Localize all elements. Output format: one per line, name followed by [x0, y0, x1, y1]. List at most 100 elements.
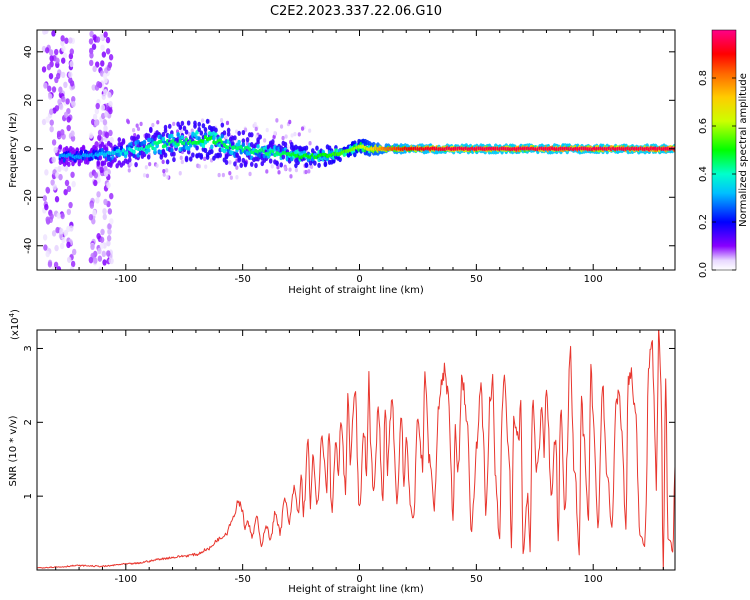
spectrogram-noise-blob	[41, 118, 47, 126]
spectrogram-noise-blob	[88, 38, 94, 45]
spectrogram-noise-blob	[45, 216, 50, 223]
spectrogram-noise-blob	[99, 166, 104, 174]
spectrogram-speckle	[290, 133, 294, 138]
spectrogram-noise-blob	[49, 213, 54, 220]
spectrogram-noise-blob	[107, 91, 112, 99]
spectrogram-ridge-halo	[163, 128, 168, 134]
spectrogram-panel: -100 -50 0 50 100 -40 -20 0 20 40 Height of strai…	[8, 29, 676, 296]
spectrogram-ridge-halo	[338, 156, 342, 163]
spectrogram-noise-blob	[53, 146, 58, 154]
spectrogram-ridge-halo	[226, 131, 231, 137]
spectrogram-ridge-halo	[180, 120, 185, 126]
spectrogram-ridge-halo	[205, 154, 210, 160]
spectrogram-ridge-halo	[226, 127, 231, 133]
spectrogram-noise-blob	[56, 266, 62, 270]
snr-frame	[36, 329, 676, 571]
spectrogram-noise-blob	[60, 39, 65, 47]
spectrogram-speckle	[284, 134, 288, 139]
spectrogram-ridge-halo	[102, 160, 107, 166]
spectrogram-ridge-halo	[146, 154, 151, 160]
spectrogram-noise-blob	[49, 125, 54, 133]
spectrogram-speckle	[217, 172, 221, 178]
spectrogram-ridge-halo	[170, 130, 174, 136]
spectrogram-noise-blob	[103, 31, 108, 38]
spectrogram-ridge-halo	[182, 125, 187, 131]
spectrogram-noise-blob	[54, 244, 59, 252]
spectrogram-ridge-halo	[304, 145, 309, 151]
snr-y-tick-label: 2	[23, 419, 34, 425]
spectrogram-ridge-halo	[268, 158, 273, 164]
spectrogram-noise-blob	[89, 202, 95, 209]
spectrogram-ridge-halo	[271, 139, 275, 145]
spectrogram-noise-blob	[56, 212, 61, 219]
spectrogram-ridge-halo	[191, 152, 195, 158]
spectrogram-ridge-mid	[170, 147, 174, 153]
spectrogram-speckle	[253, 121, 257, 127]
spectrogram-noise-blob	[45, 116, 50, 123]
spectrogram-speckle	[162, 168, 166, 174]
spectrogram-ridge-halo	[161, 131, 166, 138]
spectrogram-noise-blob	[95, 197, 100, 204]
spectrogram-noise-blob	[92, 34, 97, 41]
svg-text:(x104): (x104)	[8, 309, 21, 340]
spectrogram-speckle	[265, 127, 269, 133]
spectrogram-noise-blob	[106, 235, 112, 242]
snr-y-tick-label: 1	[23, 493, 34, 499]
spectrogram-noise-blob	[95, 61, 100, 68]
spectrogram-noise-blob	[93, 179, 98, 187]
spectrogram-ridge-mid	[241, 142, 246, 147]
spectrogram-noise-blob	[96, 177, 101, 184]
spectrogram-noise-blob	[63, 81, 68, 89]
spectrogram-noise-blob	[105, 36, 111, 44]
spectrogram-noise-blob	[70, 171, 75, 178]
spectrogram-speckle	[300, 126, 305, 131]
spectrogram-speckle	[180, 159, 184, 165]
spectrogram-speckle	[125, 118, 130, 124]
spectrogram-noise-blob	[58, 173, 63, 181]
spectrogram-speckle	[203, 156, 207, 162]
spectrogram-ridge-halo	[172, 156, 176, 163]
spectrogram-ridge-halo	[275, 160, 279, 166]
spectrogram-noise-blob	[45, 250, 50, 258]
spectrogram-x-tick-label: 0	[356, 274, 362, 285]
spectrogram-noise-blob	[104, 131, 110, 139]
spectrogram-noise-blob	[63, 111, 69, 118]
spectrogram-ridge-mid	[180, 134, 185, 140]
spectrogram-speckle	[235, 165, 239, 170]
spectrogram-noise-blob	[61, 57, 66, 64]
spectrogram-noise-blob	[61, 96, 66, 103]
spectrogram-noise-blob	[43, 244, 48, 251]
spectrogram-noise-blob	[89, 30, 94, 38]
spectrogram-noise-blob	[49, 55, 54, 62]
spectrogram-speckle	[281, 135, 285, 141]
spectrogram-noise-blob	[47, 93, 53, 100]
spectrogram-noise-blob	[66, 225, 71, 233]
spectrogram-noise-blob	[48, 72, 54, 80]
spectrogram-speckle	[200, 118, 205, 123]
spectrogram-noise-blob	[89, 52, 94, 59]
spectrogram-noise-blob	[44, 169, 49, 176]
spectrogram-noise-blob	[106, 250, 111, 257]
spectrogram-noise-blob	[101, 250, 106, 258]
spectrogram-speckle	[162, 172, 166, 177]
spectrogram-ridge-halo	[258, 134, 262, 140]
spectrogram-noise-blob	[62, 52, 68, 59]
spectrogram-x-tick-label: 50	[470, 274, 483, 285]
spectrogram-noise-blob	[92, 65, 97, 73]
spectrogram-speckle	[179, 129, 184, 134]
spectrogram-noise-blob	[70, 135, 76, 142]
spectrogram-noise-blob	[42, 234, 48, 241]
spectrogram-ridge-core	[132, 149, 136, 154]
spectrogram-noise-blob	[104, 111, 109, 118]
spectrogram-noise-blob	[100, 228, 105, 236]
snr-x-tick-label: -50	[234, 574, 250, 585]
spectrogram-noise-blob	[97, 134, 102, 141]
spectrogram-ridge-halo	[117, 137, 122, 143]
spectrogram-noise-blob	[63, 188, 68, 196]
spectrogram-noise-blob	[71, 180, 76, 188]
spectrogram-noise-blob	[88, 257, 94, 264]
spectrogram-noise-blob	[54, 105, 60, 112]
spectrogram-speckle	[221, 172, 225, 178]
spectrogram-noise-blob	[58, 86, 63, 93]
